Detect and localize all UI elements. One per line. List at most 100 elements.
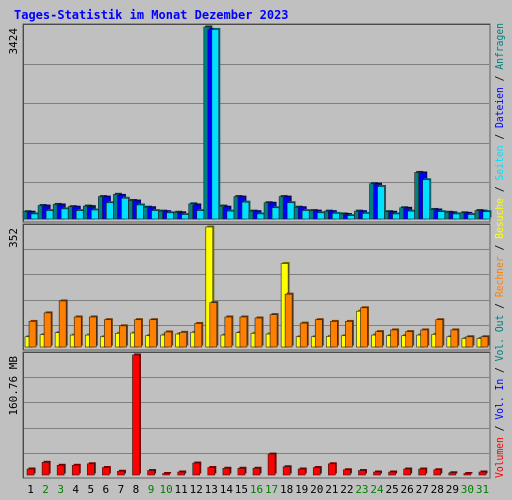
bar-seiten (181, 214, 189, 220)
bar-seiten (196, 210, 205, 220)
panel-visits: 352 (7, 223, 491, 351)
bar-volumen (177, 471, 185, 476)
x-tick-label: 11 (175, 483, 188, 496)
legend-entry: / (493, 297, 506, 315)
bar-rechner (284, 293, 293, 348)
bar-rechner (330, 321, 338, 348)
bar-volumen (86, 463, 95, 476)
panel-hits: 3424 (7, 23, 492, 223)
bar-seiten (377, 186, 385, 220)
bar-volumen (192, 462, 201, 476)
bar-rechner (375, 331, 383, 348)
bar-volumen (71, 464, 80, 476)
bar-volumen (117, 470, 125, 476)
legend-entry: Anfragen (493, 23, 506, 70)
bar-volumen (448, 472, 457, 476)
bar-seiten (166, 212, 174, 220)
bar-seiten (256, 213, 265, 220)
legend-entry: Besuche (493, 198, 506, 239)
legend-entry: Seiten (493, 145, 506, 180)
bar-volumen (358, 470, 366, 476)
y-max-label: 3424 (7, 28, 20, 55)
bar-seiten (60, 208, 69, 220)
bar-shadow-volumen (450, 471, 458, 474)
right-legend: Volumen / Vol. In / Vol. Out / Rechner /… (493, 23, 506, 478)
bar-seiten (75, 210, 84, 220)
bar-volumen (222, 467, 231, 476)
x-tick-label: 23 (355, 483, 368, 496)
x-tick-label: 21 (325, 483, 338, 496)
x-tick-label: 16 (250, 483, 263, 496)
bar-rechner (179, 332, 187, 348)
bar-seiten (452, 213, 461, 220)
bar-rechner (465, 336, 474, 348)
bar-volumen (373, 471, 381, 476)
bar-rechner (360, 307, 368, 348)
x-tick-label: 17 (265, 483, 278, 496)
bar-volumen (41, 462, 50, 476)
x-tick-label: 4 (72, 483, 79, 496)
bar-volumen (312, 467, 321, 476)
bar-rechner (209, 302, 218, 348)
bar-rechner (420, 329, 429, 348)
bar-volumen (388, 471, 396, 476)
x-tick-label: 29 (446, 483, 459, 496)
bar-rechner (134, 319, 142, 348)
bar-rechner (28, 321, 37, 348)
bar-rechner (119, 325, 127, 348)
legend-entry: Vol. In (493, 379, 506, 420)
chart-title: Tages-Statistik im Monat Dezember 2023 (14, 8, 289, 22)
bar-seiten (392, 213, 400, 220)
x-tick-label: 12 (190, 483, 203, 496)
x-tick-label: 2 (42, 483, 49, 496)
bar-rechner (269, 314, 278, 348)
legend-entry: Volumen (493, 437, 506, 478)
bar-volumen (147, 470, 155, 476)
panel-frame (22, 351, 491, 479)
bar-seiten (90, 209, 99, 220)
bar-rechner (58, 300, 67, 348)
bar-besuche (205, 226, 214, 348)
x-tick-label: 27 (416, 483, 429, 496)
bar-seiten (30, 213, 39, 220)
bar-rechner (104, 319, 112, 348)
chart-panels: 3424 352 160.76 MB (7, 23, 492, 479)
bar-volumen (267, 453, 276, 476)
x-tick-label: 20 (310, 483, 323, 496)
bar-seiten (286, 202, 295, 220)
x-tick-label: 3 (57, 483, 64, 496)
bar-volumen (403, 468, 411, 476)
bar-volumen (162, 473, 170, 476)
bar-rechner (194, 323, 203, 348)
x-tick-label: 13 (205, 483, 218, 496)
bar-seiten (467, 214, 476, 220)
bar-rechner (73, 316, 82, 348)
bar-volumen (237, 467, 246, 476)
bar-volumen (102, 467, 110, 476)
bar-volumen (328, 463, 336, 476)
bar-volumen (463, 473, 472, 476)
bar-volumen (56, 464, 65, 476)
bar-volumen (433, 469, 442, 476)
bar-rechner (435, 319, 444, 348)
bar-rechner (43, 312, 52, 348)
bar-seiten (422, 179, 431, 220)
bar-seiten (271, 207, 280, 220)
x-tick-label: 5 (87, 483, 94, 496)
bar-seiten (347, 215, 355, 220)
x-tick-label: 8 (133, 483, 140, 496)
bar-seiten (241, 201, 250, 220)
panel-volume: 160.76 MB (7, 351, 491, 479)
bar-rechner (345, 321, 353, 348)
x-tick-label: 18 (280, 483, 293, 496)
bar-seiten (316, 212, 325, 220)
bar-rechner (480, 336, 489, 348)
bar-seiten (226, 210, 235, 220)
bar-volumen (207, 467, 216, 476)
panel-frame (22, 23, 491, 223)
bar-rechner (149, 319, 157, 348)
bar-seiten (332, 213, 340, 220)
legend-entry: Dateien (493, 87, 506, 128)
bar-volumen (343, 469, 351, 476)
series-legend: Volumen / Vol. In / Vol. Out / Rechner /… (493, 23, 506, 478)
